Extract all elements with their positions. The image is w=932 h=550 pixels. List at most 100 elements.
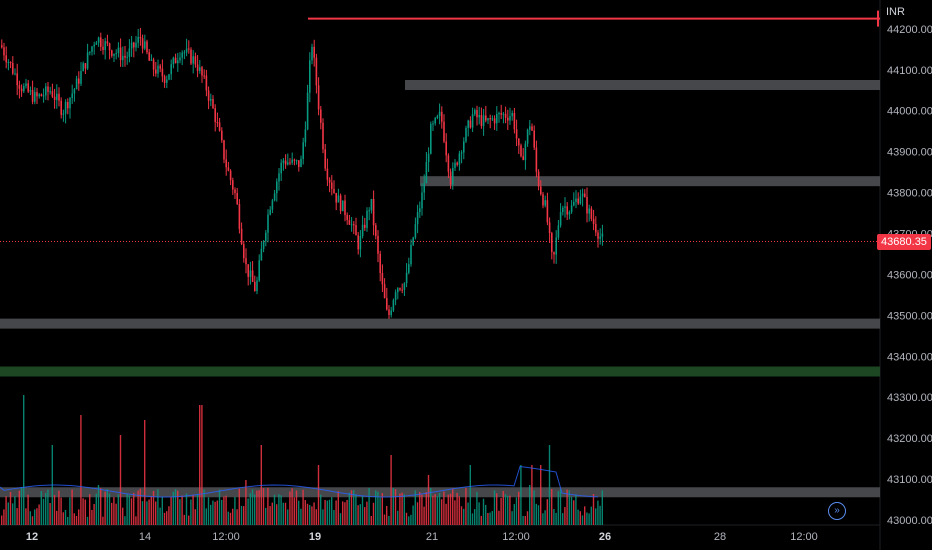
volume-bar bbox=[23, 395, 25, 525]
candle-body bbox=[214, 108, 216, 123]
volume-bar bbox=[524, 515, 526, 525]
volume-bar bbox=[86, 516, 89, 525]
candle-body bbox=[67, 101, 69, 109]
volume-bar bbox=[480, 515, 482, 525]
candle-body bbox=[3, 47, 5, 56]
volume-bar bbox=[254, 494, 256, 525]
candle-body bbox=[133, 42, 135, 48]
candle-body bbox=[1, 45, 3, 48]
candle-body bbox=[225, 159, 227, 168]
candle-body bbox=[42, 95, 45, 97]
volume-bar bbox=[64, 509, 67, 525]
volume-bar bbox=[377, 491, 379, 525]
candle-body bbox=[36, 92, 38, 97]
volume-bar bbox=[276, 504, 278, 525]
volume-bar bbox=[326, 500, 328, 525]
volume-bar bbox=[471, 513, 474, 525]
volume-bar bbox=[225, 495, 227, 525]
candle-body bbox=[51, 91, 54, 97]
candle-body bbox=[282, 160, 285, 163]
volume-bar bbox=[386, 505, 388, 525]
volume-bar bbox=[269, 506, 271, 525]
candle-body bbox=[515, 129, 518, 139]
candle-body bbox=[278, 173, 280, 182]
candle-body bbox=[496, 113, 498, 124]
candle-body bbox=[397, 288, 399, 293]
time-tick-label: 12:00 bbox=[212, 531, 240, 543]
candle-body bbox=[89, 51, 91, 53]
candle-body bbox=[350, 224, 353, 226]
volume-bar bbox=[133, 492, 135, 525]
candle-body bbox=[383, 284, 386, 299]
volume-bar bbox=[25, 508, 27, 525]
volume-bar bbox=[203, 489, 205, 525]
volume-bar bbox=[298, 500, 300, 525]
go-to-realtime-button[interactable]: » bbox=[828, 502, 846, 520]
volume-bar bbox=[139, 488, 141, 525]
volume-bar bbox=[388, 515, 390, 525]
volume-bar bbox=[232, 508, 234, 525]
volume-bar bbox=[546, 499, 548, 525]
candle-body bbox=[221, 130, 223, 141]
volume-bar bbox=[487, 512, 489, 525]
candle-body bbox=[326, 168, 329, 180]
candle-body bbox=[520, 145, 522, 157]
candle-body bbox=[7, 62, 10, 64]
zone-support-4 bbox=[0, 487, 880, 498]
volume-bar bbox=[540, 465, 542, 525]
volume-bar bbox=[102, 516, 104, 525]
volume-bar bbox=[474, 509, 476, 525]
candle-body bbox=[511, 113, 513, 117]
candle-body bbox=[324, 149, 326, 169]
candle-body bbox=[333, 188, 335, 193]
candle-body bbox=[95, 42, 98, 45]
candle-body bbox=[504, 113, 507, 118]
candle-body bbox=[570, 205, 573, 212]
candle-body bbox=[163, 76, 166, 83]
volume-bar bbox=[38, 504, 40, 525]
candle-body bbox=[430, 124, 432, 154]
candle-body bbox=[199, 67, 201, 71]
candle-body bbox=[115, 53, 117, 55]
volume-bar bbox=[249, 493, 251, 525]
candle-body bbox=[249, 270, 252, 277]
candle-body bbox=[212, 99, 214, 109]
volume-bar bbox=[216, 500, 218, 525]
candle-body bbox=[205, 75, 208, 91]
candle-body bbox=[493, 118, 496, 124]
volume-bar bbox=[12, 503, 14, 525]
candle-body bbox=[599, 236, 601, 239]
candle-body bbox=[62, 113, 65, 115]
candle-body bbox=[150, 59, 153, 61]
candle-body bbox=[207, 90, 210, 101]
candle-body bbox=[152, 59, 155, 70]
candle-body bbox=[524, 143, 527, 161]
candle-body bbox=[394, 292, 397, 301]
volume-bar bbox=[436, 496, 438, 525]
candle-body bbox=[467, 120, 469, 128]
time-tick-label: 28 bbox=[714, 531, 726, 543]
volume-bar bbox=[383, 514, 386, 525]
candle-body bbox=[540, 186, 542, 195]
volume-bar bbox=[67, 516, 69, 525]
candle-body bbox=[502, 113, 505, 115]
candle-body bbox=[306, 92, 309, 130]
volume-bar bbox=[192, 494, 194, 525]
candle-body bbox=[388, 309, 390, 315]
candle-body bbox=[535, 147, 538, 172]
volume-bar bbox=[234, 496, 236, 525]
volume-bar bbox=[568, 490, 570, 525]
volume-bar bbox=[441, 499, 443, 525]
candle-body bbox=[159, 65, 161, 69]
candle-body bbox=[601, 233, 604, 237]
volume-bar bbox=[287, 509, 289, 525]
volume-bar bbox=[555, 512, 557, 525]
volume-bar bbox=[73, 513, 75, 525]
last-price-badge: 43680.35 bbox=[877, 234, 931, 250]
candle-body bbox=[344, 200, 346, 216]
candle-body bbox=[399, 288, 401, 290]
candle-body bbox=[190, 49, 192, 64]
volume-bar bbox=[559, 489, 562, 525]
candle-body bbox=[58, 93, 60, 101]
